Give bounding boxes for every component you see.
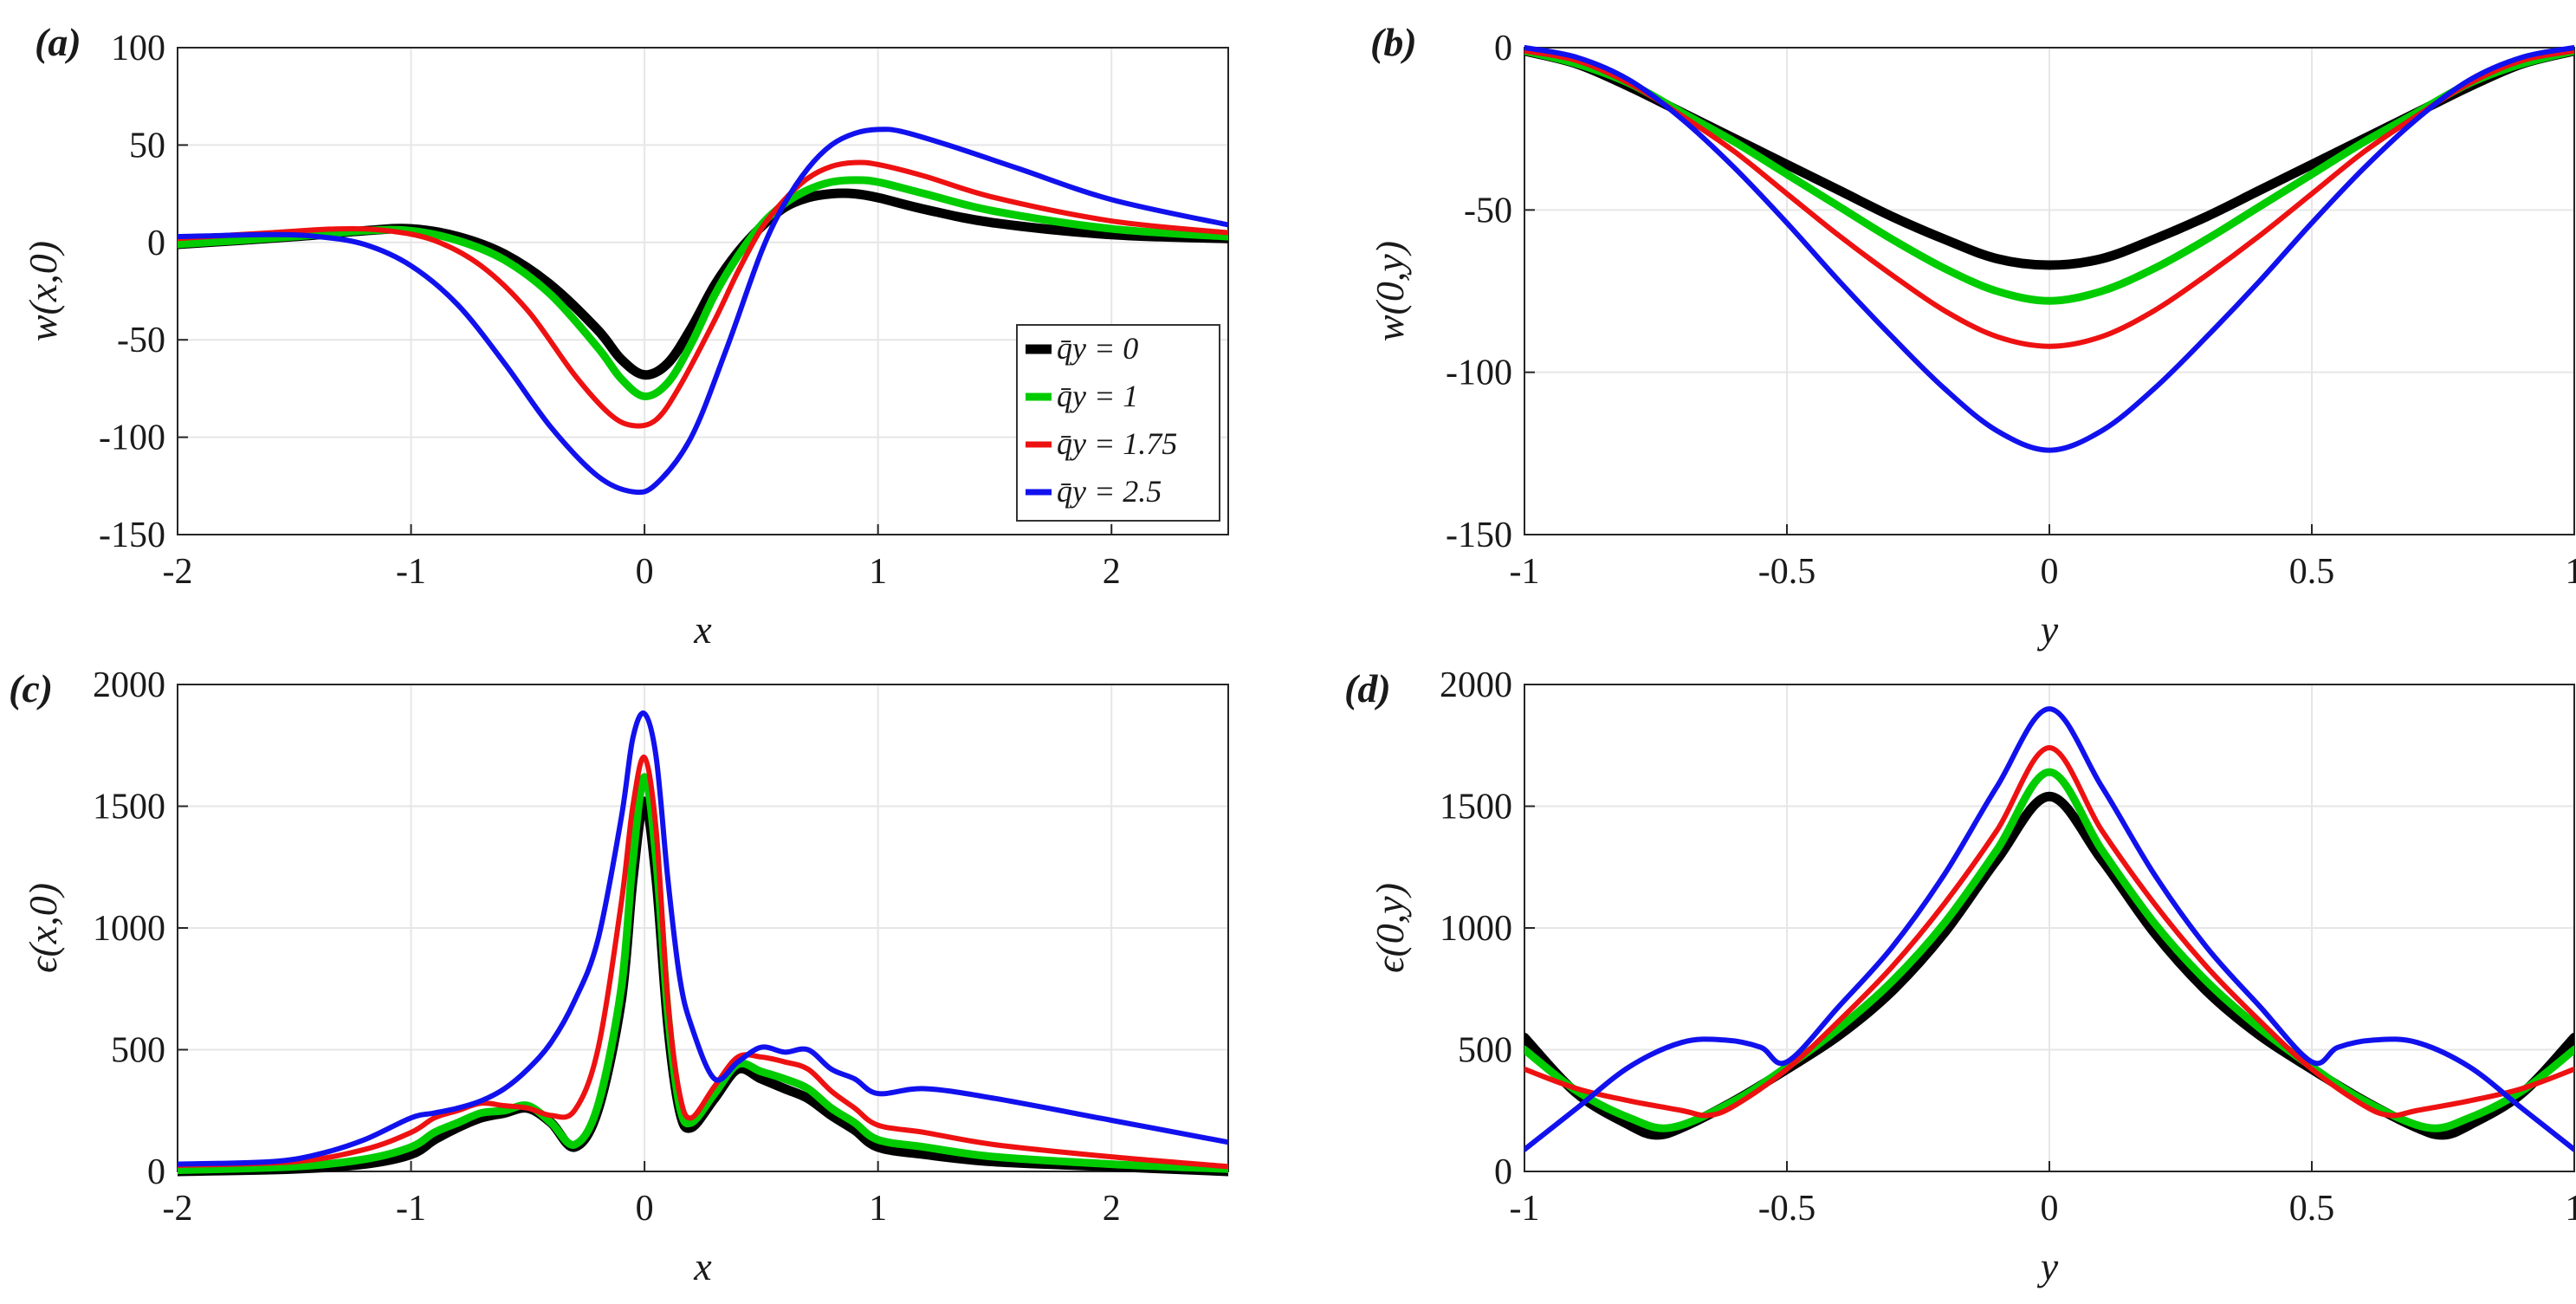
series-line bbox=[178, 127, 1228, 496]
panel-label: (d) bbox=[1344, 666, 1391, 710]
panel-b: -1 -0.5 0 0.5 1 -150 -100 -50 0 y w(0,y) (b) bbox=[1368, 20, 2576, 652]
x-axis-label: y bbox=[2037, 607, 2059, 652]
y-tick-label: 0 bbox=[147, 1152, 165, 1192]
x-tick-label: 2 bbox=[1103, 552, 1121, 592]
y-tick-label: 500 bbox=[111, 1031, 165, 1071]
series-group bbox=[178, 710, 1228, 1177]
y-tick-label: -150 bbox=[99, 516, 165, 555]
x-axis-label: x bbox=[693, 1244, 712, 1288]
series-line bbox=[178, 159, 1228, 429]
y-tick-label: 1000 bbox=[93, 909, 165, 949]
series-line bbox=[1524, 47, 2574, 305]
y-tick-label: 0 bbox=[1494, 29, 1512, 68]
legend-label: q̄y = 1.75 bbox=[1057, 426, 1177, 461]
x-tick-label: 0 bbox=[636, 1189, 654, 1229]
x-tick-label: -0.5 bbox=[1758, 552, 1816, 592]
x-tick-label: 2 bbox=[1103, 1189, 1121, 1229]
panel-d: -1 -0.5 0 0.5 1 0 500 1000 1500 2000 y ϵ(0,y) (d) bbox=[1344, 665, 2576, 1288]
y-tick-label: 50 bbox=[129, 126, 165, 165]
y-tick-label: 100 bbox=[111, 29, 165, 68]
axes-frame bbox=[1524, 47, 2575, 535]
series-group bbox=[1524, 706, 2574, 1152]
legend-label: q̄y = 1 bbox=[1057, 379, 1138, 413]
legend-entry: q̄y = 0 bbox=[1026, 331, 1138, 366]
panel-label: (b) bbox=[1370, 20, 1417, 64]
x-tick-label: 1 bbox=[2566, 1189, 2576, 1229]
y-tick-label: 2000 bbox=[1440, 665, 1512, 705]
x-tick-label: 1 bbox=[869, 1189, 887, 1229]
x-axis-label: x bbox=[693, 607, 712, 652]
axes-frame bbox=[177, 47, 1229, 535]
y-axis-label: w(0,y) bbox=[1368, 241, 1412, 341]
y-tick-label: -150 bbox=[1446, 516, 1512, 555]
x-tick-label: -1 bbox=[1510, 552, 1540, 592]
series-group bbox=[1524, 45, 2574, 453]
y-axis-label: w(x,0) bbox=[21, 241, 65, 341]
legend: q̄y = 0 q̄y = 1 q̄y = 1.75 q̄y = 2.5 bbox=[1016, 324, 1220, 522]
y-tick-label: 1500 bbox=[93, 788, 165, 827]
x-tick-label: -1 bbox=[396, 552, 426, 592]
series-line bbox=[1524, 745, 2574, 1119]
x-tick-label: 0.5 bbox=[2289, 552, 2335, 592]
legend-entry: q̄y = 2.5 bbox=[1026, 474, 1162, 509]
x-tick-label: -2 bbox=[163, 552, 193, 592]
series-line bbox=[178, 176, 1228, 400]
x-tick-label: 0 bbox=[2041, 1189, 2059, 1229]
x-tick-label: 1 bbox=[2566, 552, 2576, 592]
legend-box bbox=[1016, 324, 1220, 522]
y-axis-label: ϵ(x,0) bbox=[21, 883, 65, 973]
axes-frame bbox=[1524, 684, 2575, 1172]
panel-label: (c) bbox=[9, 666, 53, 710]
y-tick-label: 500 bbox=[1458, 1031, 1512, 1071]
x-tick-label: 0 bbox=[2041, 552, 2059, 592]
legend-label: q̄y = 0 bbox=[1057, 331, 1138, 366]
y-tick-label: 0 bbox=[147, 224, 165, 263]
x-tick-label: -2 bbox=[163, 1189, 193, 1229]
legend-entry: q̄y = 1.75 bbox=[1026, 426, 1177, 461]
panel-c: -2 -1 0 1 2 0 500 1000 1500 2000 x ϵ(x,0) (c) bbox=[9, 665, 1229, 1288]
legend-label: q̄y = 2.5 bbox=[1057, 474, 1162, 509]
panel-label: (a) bbox=[35, 20, 81, 64]
y-tick-label: 1000 bbox=[1440, 909, 1512, 949]
y-tick-label: -50 bbox=[117, 321, 165, 360]
series-line bbox=[1524, 706, 2574, 1152]
y-tick-label: 2000 bbox=[93, 665, 165, 705]
x-tick-label: 0 bbox=[636, 552, 654, 592]
x-tick-label: 0.5 bbox=[2289, 1189, 2335, 1229]
panel-a: -2 -1 0 1 2 -150 -100 -50 0 50 100 x w(x,0) (a) bbox=[21, 20, 1229, 652]
y-tick-label: -100 bbox=[1446, 354, 1512, 393]
y-axis-label: ϵ(0,y) bbox=[1368, 883, 1412, 973]
y-tick-label: -100 bbox=[99, 418, 165, 458]
series-line bbox=[1524, 45, 2574, 453]
y-tick-label: 0 bbox=[1494, 1152, 1512, 1192]
legend-entry: q̄y = 1 bbox=[1026, 379, 1138, 413]
x-tick-label: -0.5 bbox=[1758, 1189, 1816, 1229]
x-axis-label: y bbox=[2037, 1244, 2059, 1288]
y-tick-label: 1500 bbox=[1440, 788, 1512, 827]
x-tick-label: -1 bbox=[1510, 1189, 1540, 1229]
y-tick-label: -50 bbox=[1464, 191, 1512, 230]
series-line bbox=[1524, 48, 2574, 349]
series-group bbox=[178, 127, 1228, 496]
x-tick-label: 1 bbox=[869, 552, 887, 592]
x-tick-label: -1 bbox=[396, 1189, 426, 1229]
series-line bbox=[178, 710, 1228, 1167]
axes-frame bbox=[177, 684, 1229, 1172]
